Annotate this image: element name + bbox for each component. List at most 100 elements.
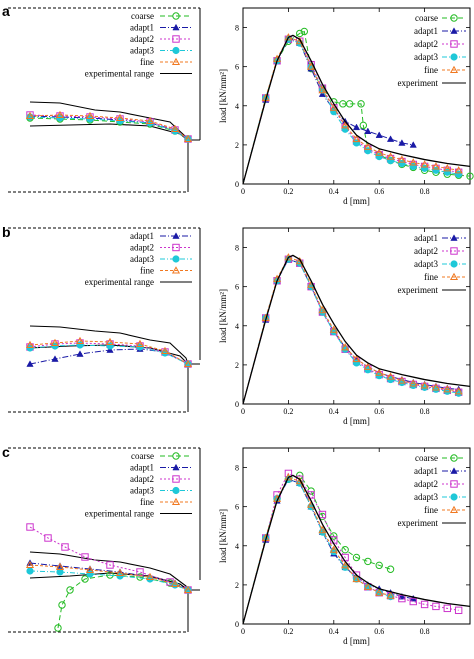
crack-path-marker-adapt2: [26, 523, 34, 531]
data-point-fine: [363, 582, 372, 590]
legend-label-adapt3: adapt3: [130, 46, 154, 56]
data-point-adapt2: [420, 600, 429, 609]
data-point-fine: [352, 574, 361, 583]
legend-marker-adapt3: [172, 255, 180, 263]
panel-c: c coarseadapt1adapt2adapt3fineexperimenta…: [2, 444, 471, 646]
panel-a: a coarseadapt1adapt2adapt3fineexperimenta…: [2, 3, 474, 206]
y-tick-label: 6: [235, 283, 239, 292]
crack-path-marker-fine: [183, 359, 193, 368]
y-tick-label: 0: [235, 620, 239, 629]
legend-label-coarse: coarse: [131, 451, 154, 461]
y-tick-label: 8: [235, 24, 239, 33]
legend-label-adapt2: adapt2: [414, 479, 438, 489]
legend-label-fine: fine: [140, 497, 154, 507]
legend-marker-fine: [449, 505, 459, 514]
crack-path-line-fine: [29, 114, 189, 140]
legend-marker-adapt1: [172, 23, 180, 31]
load-displacement-plot-b: 0 0.2 0.4 0.6 0.8 0 2 4 6 8 d [mm] load [kN/mm²] ada…: [218, 227, 471, 426]
panel-label-b: b: [2, 224, 11, 240]
load-displacement-plot-c: 0 0.2 0.4 0.6 0.8 0 2 4 6 8 d [mm] load [kN/mm²] coa…: [218, 447, 471, 646]
legend-label-experiment: experiment: [398, 518, 439, 528]
y-tick-label: 8: [235, 244, 239, 253]
legend-label-fine: fine: [424, 505, 438, 515]
legend-label-adapt2: adapt2: [414, 246, 438, 256]
crack-path-marker-adapt1: [51, 355, 59, 362]
crack-path-marker-coarse: [54, 624, 62, 632]
y-tick-label: 4: [235, 542, 239, 551]
y-axis-label: load [kN/mm²]: [218, 289, 228, 343]
data-point-fine: [295, 477, 304, 485]
crack-path-marker-fine: [55, 562, 65, 571]
crack-path-marker-fine: [183, 585, 193, 594]
crack-path-marker-fine: [145, 116, 155, 125]
legend-label-adapt1: adapt1: [414, 26, 438, 36]
legend-label-adapt1: adapt1: [130, 23, 154, 33]
crack-path-line-coarse: [57, 574, 189, 629]
x-tick-label: 0.2: [283, 187, 293, 196]
data-point-fine: [431, 162, 440, 170]
data-point-fine: [454, 387, 463, 395]
data-point-fine: [454, 166, 463, 174]
data-point-coarse: [359, 121, 368, 130]
legend-label-adapt1: adapt1: [130, 463, 154, 473]
y-tick-label: 4: [235, 102, 239, 111]
y-tick-label: 2: [235, 361, 239, 370]
data-point-fine: [375, 368, 384, 376]
legend-marker-adapt3: [172, 46, 180, 55]
experimental-range-upper: [29, 551, 189, 591]
legend-marker-fine: [171, 497, 181, 506]
crack-path-marker-fine: [170, 579, 180, 588]
legend-label-coarse: coarse: [415, 453, 438, 463]
data-point-fine: [409, 158, 418, 166]
load-displacement-plot-a: 0 0.2 0.4 0.6 0.8 0 2 4 6 8 d [mm] load [kN/mm²] coa…: [218, 7, 474, 206]
experimental-range-upper: [29, 101, 189, 141]
x-tick-label: 0: [241, 407, 245, 416]
data-point-adapt2: [432, 602, 440, 611]
data-point-adapt1: [409, 141, 417, 148]
crack-path-line-fine: [29, 340, 189, 365]
crack-path-marker-fine: [135, 339, 145, 348]
legend-label-adapt3: adapt3: [414, 492, 438, 502]
legend-label-fine: fine: [424, 272, 438, 282]
data-point-fine: [341, 343, 350, 351]
series-line-adapt1: [242, 478, 414, 625]
x-tick-label: 0.6: [374, 407, 384, 416]
data-point-adapt3: [318, 308, 327, 316]
legend-label-coarse: coarse: [131, 11, 154, 21]
crack-path-marker-fine: [85, 565, 95, 574]
series-line-experiment: [242, 34, 471, 185]
legend-marker-adapt3: [450, 260, 458, 268]
y-axis-label: load [kN/mm²]: [218, 69, 228, 123]
data-point-fine: [318, 305, 327, 314]
data-point-fine: [386, 372, 395, 380]
data-point-fine: [352, 134, 361, 143]
crack-path-marker-adapt3: [26, 567, 34, 575]
x-tick-label: 0.6: [374, 627, 384, 636]
data-point-fine: [341, 561, 350, 569]
crack-path-marker-adapt1: [26, 360, 34, 367]
legend-label-adapt2: adapt2: [414, 39, 438, 49]
series-line-coarse: [242, 30, 471, 185]
legend-label-adapt3: adapt3: [130, 254, 154, 264]
legend-marker-adapt2: [172, 35, 180, 43]
data-point-adapt1: [352, 123, 361, 131]
data-point-coarse: [466, 172, 474, 180]
legend-label-experimental-range: experimental range: [85, 69, 154, 79]
legend-marker-fine: [449, 272, 459, 281]
data-point-adapt1: [364, 127, 372, 135]
data-point-fine: [295, 37, 304, 45]
crack-path-marker-fine: [25, 340, 35, 349]
series-line-coarse: [242, 474, 391, 625]
x-tick-label: 0: [241, 627, 245, 636]
crack-path-marker-fine: [160, 346, 170, 355]
crack-path-marker-coarse: [81, 575, 89, 583]
load-legend-c: coarse adapt1 adapt2 adapt3 fine experiment: [398, 453, 466, 528]
data-point-fine: [363, 362, 372, 370]
legend-marker-adapt2: [450, 480, 458, 488]
data-point-coarse: [300, 27, 308, 36]
data-point-coarse: [330, 532, 338, 540]
crack-path-marker-coarse: [66, 586, 74, 594]
legend-marker-adapt1: [450, 234, 458, 241]
